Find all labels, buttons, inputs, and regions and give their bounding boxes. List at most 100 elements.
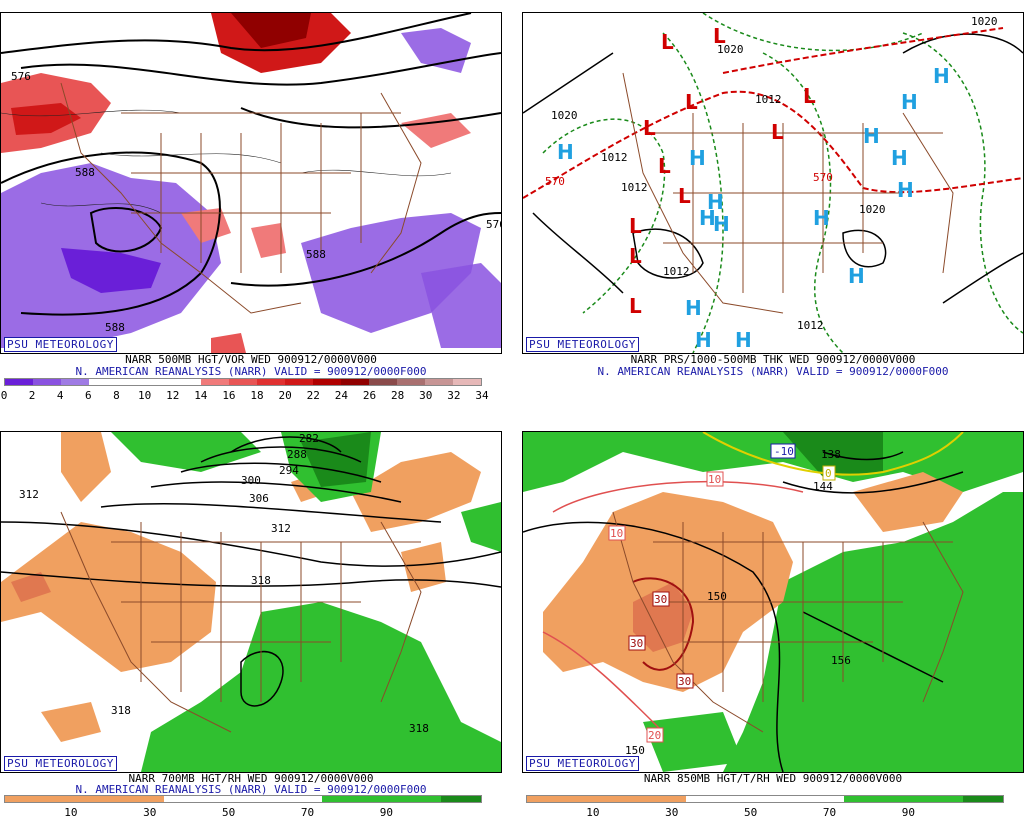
psu-meteorology-badge: PSU METEOROLOGY <box>4 756 117 771</box>
hgt-contour-300 <box>150 481 402 503</box>
psu-meteorology-badge: PSU METEOROLOGY <box>4 337 117 352</box>
panel-caption-product: NARR 700MB HGT/RH WED 900912/0000V000 <box>128 772 374 785</box>
contour-label-138: 138 <box>821 448 841 461</box>
hgt-contour-288 <box>200 446 362 463</box>
contour-label-588-c: 588 <box>306 248 326 261</box>
low-symbol: L <box>685 90 698 114</box>
hgt-contour-150 <box>523 521 784 772</box>
hgt-contour-282 <box>230 436 342 453</box>
vort-red-ne2 <box>401 113 471 148</box>
humidity-colorbar-ticks: 10 30 50 70 90 <box>4 806 482 819</box>
freeze-label-0-text: 0 <box>825 467 832 480</box>
colorbar-tick-label: 70 <box>300 806 315 819</box>
colorbar-tick-label: 12 <box>166 389 180 402</box>
temp-contour-20 <box>542 631 664 733</box>
isobar-label: 1020 <box>971 15 998 28</box>
hgt-contour-306 <box>100 502 442 523</box>
map-850mb: -10 138 144 150 156 150 10 10 20 30 <box>522 431 1024 773</box>
low-symbol: L <box>678 184 691 208</box>
vort-purple-core <box>61 248 161 293</box>
temp-label-30-b-text: 30 <box>630 637 643 650</box>
contour-label-150: 150 <box>707 590 727 603</box>
colorbar-segment <box>646 796 686 802</box>
isobar-label: 1020 <box>717 43 744 56</box>
colorbar-segment <box>453 379 481 385</box>
colorbar-tick-label: 30 <box>143 806 157 819</box>
high-symbol: H <box>699 206 716 230</box>
colorbar-segment <box>527 796 567 802</box>
hgt-contour-588-a <box>1 151 221 316</box>
political-borders <box>612 511 964 733</box>
temp-label-30-text: 30 <box>654 593 667 606</box>
panel-caption-product: NARR 850MB HGT/T/RH WED 900912/0000V000 <box>643 772 903 785</box>
colorbar-segment <box>425 379 453 385</box>
colorbar-segment <box>61 379 89 385</box>
psu-meteorology-badge: PSU METEOROLOGY <box>526 337 639 352</box>
freeze-label-0: 0 <box>822 465 836 481</box>
colorbar-segment <box>804 796 845 802</box>
isobar-dashed-3 <box>762 52 844 353</box>
high-symbol: H <box>863 124 880 148</box>
thickness-label-570: 570 <box>545 175 565 188</box>
map-700mb: 312 282 288 294 300 306 312 318 318 318 <box>0 431 502 773</box>
panel-700mb-humidity: 312 282 288 294 300 306 312 318 318 318 … <box>0 417 502 819</box>
temp-label-minus10: -10 <box>770 443 796 459</box>
colorbar-segment <box>163 796 204 802</box>
colorbar-segment <box>257 379 285 385</box>
vort-red-se <box>251 223 286 258</box>
contour-label-576-b: 576 <box>486 218 501 231</box>
colorbar-tick-label: 2 <box>28 389 36 402</box>
colorbar-segment <box>117 379 145 385</box>
humidity-colorbar <box>4 795 482 803</box>
colorbar-tick-label: 8 <box>113 389 120 402</box>
low-symbol: L <box>803 84 816 108</box>
panel-500mb-vorticity: 576 588 588 588 576 PSU METEOROLOGY NARR… <box>0 0 502 402</box>
colorbar-tick-label: 26 <box>362 389 377 402</box>
thk-solid-1 <box>523 52 624 294</box>
panel-caption-valid: N. AMERICAN REANALYSIS (NARR) VALID = 90… <box>597 365 949 378</box>
vort-red-west-core <box>11 103 81 135</box>
thk-576-line <box>722 27 1004 74</box>
colorbar-segment <box>5 796 45 802</box>
rh-moist-area-north-core <box>301 432 371 487</box>
colorbar-segment <box>201 379 229 385</box>
high-symbol: H <box>695 328 712 352</box>
colorbar-tick-label: 10 <box>137 389 152 402</box>
hgt-contour-138 <box>822 451 904 461</box>
temp-label-10: 10 <box>706 471 724 487</box>
rh-dry-area-nw <box>61 432 111 502</box>
humidity-colorbar-ticks: 10 30 50 70 90 <box>526 806 1004 819</box>
rh-moist-area-east <box>723 492 1023 772</box>
colorbar-tick-label: 90 <box>379 806 394 819</box>
colorbar-segment <box>397 379 425 385</box>
colorbar-segment <box>606 796 647 802</box>
panel-caption-valid: N. AMERICAN REANALYSIS (NARR) VALID = 90… <box>75 783 427 796</box>
freeze-contour-0 <box>702 432 964 476</box>
political-borders <box>60 511 422 733</box>
humidity-colorbar <box>526 795 1004 803</box>
low-symbol: L <box>629 214 642 238</box>
colorbar-tick-label: 14 <box>194 389 208 402</box>
isobar-label: 1012 <box>621 181 648 194</box>
temp-label-30-c-text: 30 <box>678 675 691 688</box>
temp-label-minus10-text: -10 <box>774 445 794 458</box>
panel-caption-product: NARR PRS/1000-500MB THK WED 900912/0000V… <box>630 353 916 366</box>
temp-label-30: 30 <box>652 591 670 607</box>
colorbar-segment <box>322 796 363 802</box>
thk-570-line <box>523 90 1023 199</box>
low-symbol: L <box>658 154 671 178</box>
colorbar-segment <box>923 796 964 802</box>
vort-purple-area-ne <box>401 28 471 73</box>
hgt-contour-312 <box>1 521 501 567</box>
colorbar-segment <box>33 379 61 385</box>
panel-sealevel-pressure: L L L L L L L L L L L H H H H H H H H <box>522 0 1024 390</box>
high-pressure-symbols: H H H H H H H H H H H H H H H <box>557 64 950 352</box>
temp-label-20: 20 <box>646 727 664 743</box>
colorbar-segment <box>285 379 313 385</box>
low-symbol: L <box>713 24 726 48</box>
contour-label-156: 156 <box>831 654 851 667</box>
colorbar-segment <box>44 796 85 802</box>
colorbar-tick-label: 10 <box>586 806 600 819</box>
colorbar-segment <box>84 796 125 802</box>
isobar-label: 1012 <box>797 319 824 332</box>
